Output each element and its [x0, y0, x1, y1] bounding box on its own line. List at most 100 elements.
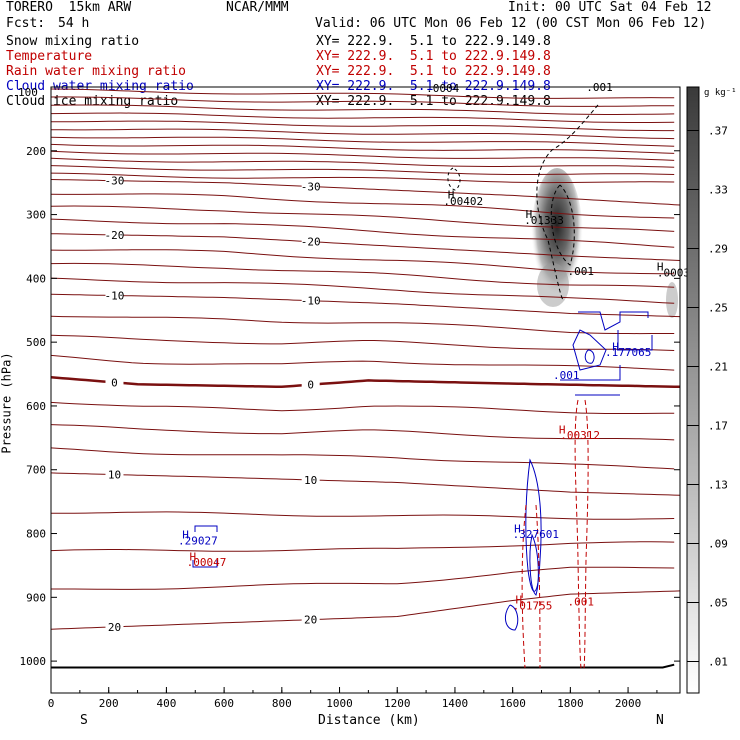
- isotherm-label: 0: [111, 376, 118, 389]
- forecast-label: Fcst:: [6, 16, 46, 31]
- init-time: Init: 00 UTC Sat 04 Feb 12: [508, 0, 712, 15]
- contour-label: H: [526, 208, 533, 221]
- isotherm-line: [50, 277, 675, 304]
- isotherm-label-bg: [301, 294, 320, 306]
- y-tick-label: 500: [26, 336, 46, 349]
- colorbar-level-label: .29: [708, 243, 728, 256]
- field-xy: XY= 222.9. 5.1 to 222.9.149.8: [316, 94, 551, 109]
- isotherm-line: [50, 401, 675, 414]
- isotherm-line: [51, 566, 675, 590]
- isotherm-label: -20: [301, 236, 321, 249]
- x-tick-label: 400: [156, 697, 176, 710]
- x-tick-label: 1200: [384, 697, 411, 710]
- contour-label: .327601: [513, 528, 559, 541]
- colorbar-level-label: .21: [708, 361, 728, 374]
- field-name: Rain water mixing ratio: [6, 64, 187, 79]
- cloud-ice-contour: [447, 167, 461, 191]
- isotherm-label: 20: [108, 621, 121, 634]
- isotherm-line: [50, 88, 675, 99]
- cloud-water-contour: [584, 349, 595, 364]
- isotherm-label: 0: [307, 379, 314, 392]
- cloud-water-contour: [529, 533, 539, 596]
- snow-shading: [666, 282, 678, 318]
- x-tick-label: 800: [272, 697, 292, 710]
- y-tick-label: 900: [26, 591, 46, 604]
- isotherm-line: [50, 112, 675, 123]
- surface-line: [51, 663, 675, 669]
- isotherm-label-bg: [301, 613, 320, 625]
- isotherm--20: [50, 233, 681, 261]
- contour-label: .001: [553, 369, 580, 382]
- isotherm-label: 20: [304, 614, 317, 627]
- isotherm-line: [50, 541, 675, 552]
- contour-label: .00312: [560, 429, 600, 442]
- contour-label: H: [657, 261, 664, 274]
- isotherm-label: -10: [301, 295, 321, 308]
- x-tick-label: 1400: [442, 697, 469, 710]
- rain-water-contour: [574, 399, 589, 669]
- y-tick-label: 400: [26, 272, 46, 285]
- x-tick-label: 2000: [615, 697, 642, 710]
- plot-frame: [50, 86, 681, 694]
- isotherm-0: [50, 375, 681, 389]
- x-tick-label: 1800: [557, 697, 584, 710]
- contour-label: H: [448, 189, 455, 202]
- isotherm--30: [50, 179, 681, 206]
- contour-label: H: [516, 594, 523, 607]
- isotherm--10: [50, 293, 681, 318]
- isotherm-line: [51, 120, 675, 132]
- contour-label: .0004: [426, 82, 459, 95]
- colorbar-level-label: .05: [708, 597, 728, 610]
- contour-label: .01755: [513, 599, 553, 612]
- cloud-water-contour: [572, 311, 653, 371]
- colorbar-unit: g kg⁻¹: [704, 88, 737, 98]
- isotherm-label-bg: [301, 378, 320, 390]
- contour-label: .29027: [178, 534, 218, 547]
- contour-label: .001: [567, 265, 594, 278]
- y-tick-label: 200: [26, 145, 46, 158]
- x-tick-label: 600: [214, 697, 234, 710]
- isotherm-line: [50, 262, 675, 288]
- contour-label: .001: [567, 596, 594, 609]
- contour-label: .01333: [524, 214, 564, 227]
- y-tick-label: 700: [26, 464, 46, 477]
- contour-label: H: [189, 550, 196, 563]
- x-tick-label: 1600: [499, 697, 526, 710]
- isotherm-line: [50, 150, 675, 161]
- x-tick-label: 0: [48, 697, 55, 710]
- cloud-water-contour: [560, 365, 621, 396]
- isotherm-line: [50, 334, 675, 351]
- isotherm-line: [50, 136, 675, 147]
- isotherm-line: [50, 96, 675, 107]
- isotherm-line: [50, 157, 675, 168]
- field-name: Snow mixing ratio: [6, 34, 140, 49]
- isotherm-20: [50, 590, 681, 630]
- isotherm-label: 10: [108, 469, 121, 482]
- cloud-ice-contour: [550, 184, 575, 266]
- isotherm-label-bg: [105, 228, 124, 240]
- cloud-water-contour: [192, 525, 218, 568]
- isotherm-label: -10: [105, 289, 125, 302]
- colorbar-level-label: .37: [708, 125, 728, 138]
- isotherm-label-bg: [301, 473, 320, 485]
- isotherm-line: [50, 354, 675, 371]
- rain-water-contour: [521, 504, 541, 669]
- contour-label: .177065: [605, 346, 651, 359]
- model-title: TORERO 15km ARW: [6, 0, 132, 15]
- colorbar-level-label: .01: [708, 656, 728, 669]
- y-tick-label: 600: [26, 400, 46, 413]
- contour-label: .00047: [187, 556, 227, 569]
- right-endpoint-label: N: [656, 713, 664, 728]
- isotherm-line: [50, 218, 675, 248]
- contour-label: H: [612, 340, 619, 353]
- isotherm-label-bg: [105, 620, 124, 632]
- isotherm-label: -30: [105, 175, 125, 188]
- y-axis-label: Pressure (hPa): [0, 352, 14, 454]
- field-name: Temperature: [6, 49, 93, 64]
- isotherm-label: -20: [105, 229, 125, 242]
- isotherm-line: [50, 315, 675, 335]
- isotherm-line: [50, 447, 675, 470]
- isotherm-label-bg: [301, 180, 320, 192]
- isotherm-label-bg: [301, 235, 320, 247]
- isotherm-line: [50, 205, 675, 232]
